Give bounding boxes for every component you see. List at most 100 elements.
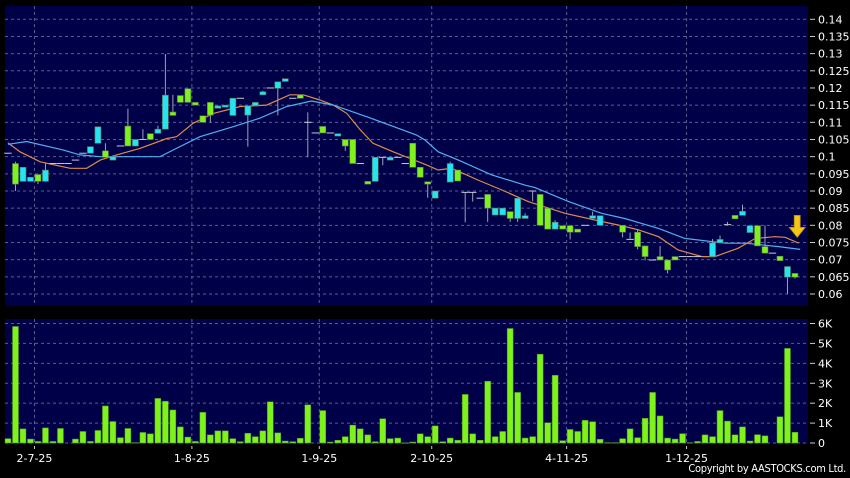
candle-up [19, 166, 27, 182]
volume-bar [671, 438, 679, 444]
candle-down [409, 142, 417, 168]
candle-up [222, 104, 229, 108]
volume-bar [521, 437, 529, 444]
y-tick-label: 0.11 [818, 116, 843, 129]
candle-up [132, 139, 139, 147]
volume-bar [499, 431, 506, 444]
volume-bar [334, 439, 342, 444]
candle-down [506, 211, 514, 219]
x-tick-label: 2-7-25 [17, 452, 53, 465]
volume-bar [79, 431, 87, 444]
volume-bar [252, 436, 259, 444]
candle-up [446, 163, 454, 183]
candle-down [147, 133, 154, 140]
volume-bar [656, 415, 664, 444]
candle-up [42, 169, 49, 182]
down-arrow-icon [788, 214, 807, 238]
candle-up [162, 94, 169, 130]
volume-bars [4, 326, 799, 444]
volume-bar [739, 426, 746, 444]
y-tick-label: 0.1 [818, 151, 836, 164]
volume-bar [454, 439, 461, 444]
volume-bar [207, 434, 214, 444]
x-tick-label: 2-10-25 [410, 452, 453, 465]
volume-bar [379, 418, 386, 444]
volume-bar [109, 421, 117, 444]
candle-down [416, 166, 424, 178]
volume-bar [401, 442, 409, 444]
candle-down [192, 102, 199, 106]
volume-bar [596, 438, 604, 444]
volume-bar [169, 409, 177, 444]
candle-down [454, 169, 462, 182]
volume-bar [484, 381, 491, 444]
volume-bar [124, 428, 132, 444]
volume-bar [791, 431, 799, 444]
volume-tick-label: 5K [818, 337, 833, 350]
candle-down [12, 163, 19, 185]
gridlines [5, 6, 808, 444]
volume-tick-label: 6K [818, 318, 833, 331]
candle-down [544, 207, 551, 230]
volume-bar [244, 432, 252, 444]
y-tick-label: 0.085 [818, 202, 850, 215]
volume-bar [604, 442, 611, 444]
volume-tick-label: 4K [818, 357, 833, 370]
volume-bar [304, 404, 312, 444]
volume-bar [544, 422, 551, 444]
volume-bar [664, 437, 671, 444]
volume-bar [49, 441, 57, 444]
candle-down [319, 126, 327, 134]
candle-up [282, 78, 289, 82]
volume-bar [776, 416, 784, 444]
candle-down [424, 181, 432, 185]
volume-bar [199, 412, 207, 444]
y-tick-label: 0.115 [818, 99, 850, 112]
y-tick-label: 0.12 [818, 82, 843, 95]
volume-bar [506, 328, 514, 444]
price-panel [5, 6, 808, 306]
volume-bar [611, 442, 619, 444]
y-tick-label: 0.105 [818, 133, 850, 146]
candle-down [484, 194, 491, 209]
volume-bar [581, 420, 589, 444]
volume-bar [716, 410, 724, 444]
candle-up [596, 215, 604, 226]
y-tick-label: 0.095 [818, 168, 850, 181]
volume-bar [319, 410, 327, 444]
candle-down [207, 102, 214, 116]
candle-down [34, 174, 42, 182]
volume-bar [431, 425, 439, 444]
y-tick-label: 0.09 [818, 185, 843, 198]
volume-bar [469, 433, 476, 444]
volume-bar [267, 401, 274, 444]
volume-bar [117, 437, 124, 444]
long-moving-average-line [7, 100, 801, 250]
candle-up [259, 91, 267, 96]
volume-bar [42, 427, 49, 444]
volume-bar [229, 438, 237, 444]
volume-bar [754, 434, 761, 444]
axis-labels: 0.060.0650.070.0750.080.0850.090.0950.10… [17, 13, 850, 465]
candle-up [551, 221, 559, 230]
volume-bar [724, 420, 731, 444]
volume-bar [297, 437, 304, 444]
y-tick-label: 0.07 [818, 254, 843, 267]
volume-bar [192, 441, 199, 444]
volume-bar [679, 433, 686, 444]
volume-bar [559, 440, 566, 444]
volume-bar [132, 442, 139, 444]
candle-up [274, 81, 282, 89]
x-tick-label: 4-11-25 [545, 452, 588, 465]
candle-down [177, 95, 184, 103]
volume-bar [162, 400, 169, 444]
volume-bar [694, 441, 701, 444]
candle-up [739, 210, 746, 216]
volume-bar [57, 428, 64, 444]
volume-bar [4, 438, 12, 444]
candle-down [364, 181, 372, 185]
volume-bar [476, 439, 484, 444]
volume-bar [177, 426, 184, 444]
volume-bar [416, 433, 424, 444]
candle-up [491, 207, 499, 216]
